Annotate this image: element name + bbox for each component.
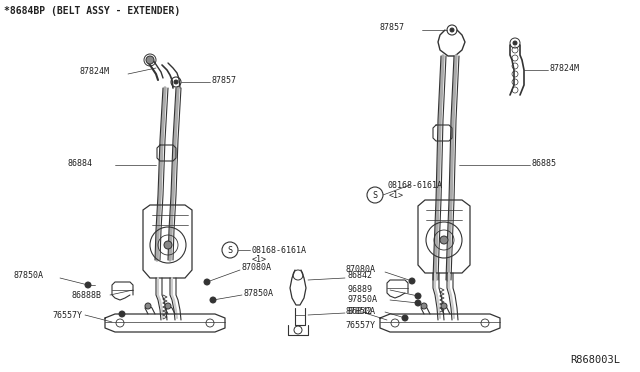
Circle shape: [402, 315, 408, 321]
Text: R868003L: R868003L: [570, 355, 620, 365]
Circle shape: [440, 236, 448, 244]
Text: 86888B: 86888B: [72, 291, 102, 299]
Circle shape: [146, 56, 154, 64]
Text: 86884: 86884: [68, 158, 93, 167]
Circle shape: [409, 278, 415, 284]
Text: 96889: 96889: [348, 285, 373, 295]
Circle shape: [421, 303, 427, 309]
Text: 86842: 86842: [347, 272, 372, 280]
Text: *8684BP (BELT ASSY - EXTENDER): *8684BP (BELT ASSY - EXTENDER): [4, 6, 180, 16]
Text: 86842: 86842: [347, 307, 372, 315]
Text: S: S: [227, 246, 232, 254]
Text: <1>: <1>: [389, 191, 404, 200]
Circle shape: [174, 80, 178, 84]
Text: S: S: [372, 190, 378, 199]
Text: <1>: <1>: [252, 255, 267, 264]
Text: 87824M: 87824M: [550, 64, 580, 73]
Circle shape: [119, 311, 125, 317]
Text: 76557Y: 76557Y: [52, 311, 82, 320]
Circle shape: [415, 300, 421, 306]
Text: 87850A: 87850A: [14, 270, 44, 279]
Text: 76557Y: 76557Y: [345, 321, 375, 330]
Circle shape: [367, 187, 383, 203]
Circle shape: [164, 241, 172, 249]
Text: 87857: 87857: [212, 76, 237, 84]
Circle shape: [204, 279, 210, 285]
Text: 08168-6161A: 08168-6161A: [387, 181, 442, 190]
Text: 87850A: 87850A: [244, 289, 274, 298]
Circle shape: [450, 28, 454, 32]
Text: 87824M: 87824M: [80, 67, 110, 76]
Text: 87080A: 87080A: [242, 263, 272, 273]
Circle shape: [165, 303, 171, 309]
Text: 87850A: 87850A: [345, 308, 375, 317]
Text: 86885: 86885: [532, 158, 557, 167]
Text: 87080A: 87080A: [345, 266, 375, 275]
Text: 87857: 87857: [380, 22, 405, 32]
Circle shape: [441, 303, 447, 309]
Circle shape: [415, 293, 421, 299]
Circle shape: [145, 303, 151, 309]
Circle shape: [222, 242, 238, 258]
Circle shape: [513, 41, 517, 45]
Text: 08168-6161A: 08168-6161A: [252, 246, 307, 255]
Circle shape: [210, 297, 216, 303]
Text: 97850A: 97850A: [348, 295, 378, 304]
Circle shape: [85, 282, 91, 288]
